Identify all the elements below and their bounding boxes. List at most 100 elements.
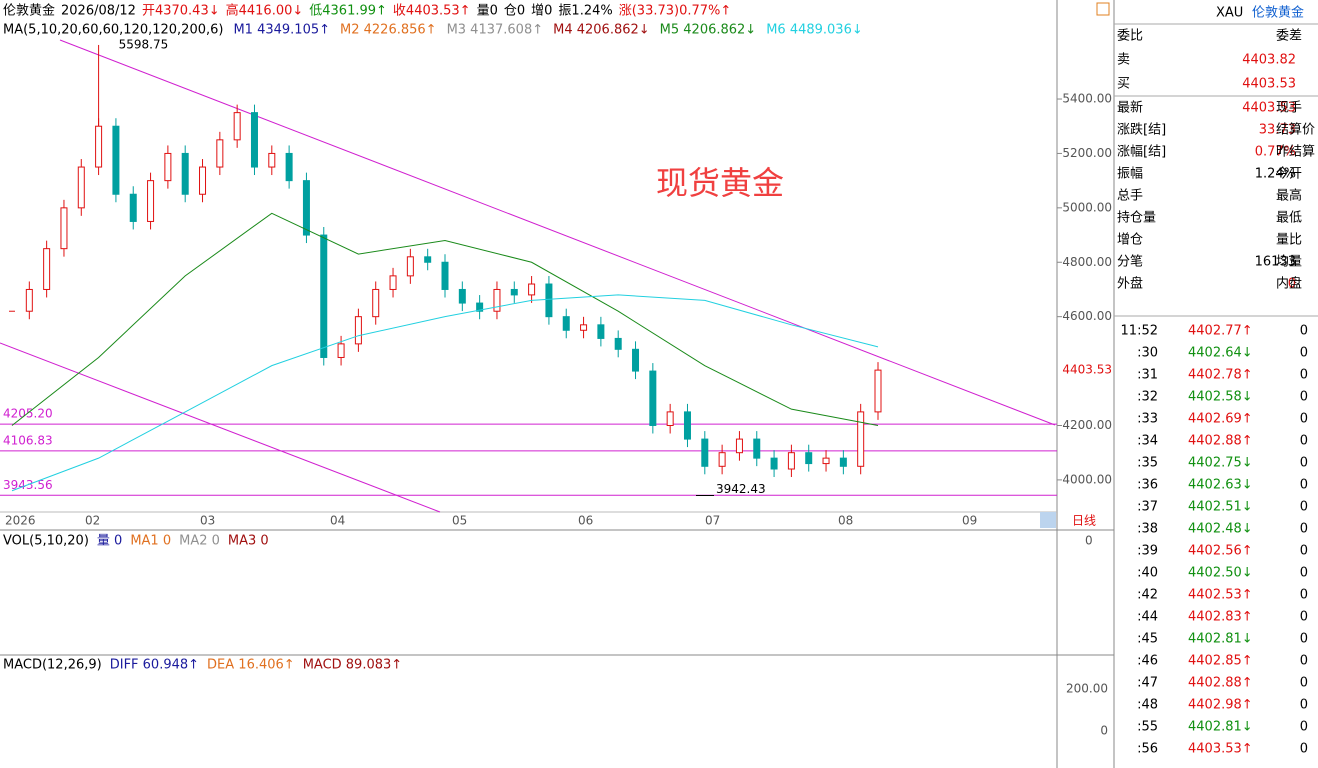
x-tick-label: 04	[330, 514, 345, 528]
trend-line	[59, 39, 1056, 426]
tick-price: 4402.85↑	[1188, 654, 1253, 669]
x-tick-label: 06	[578, 514, 593, 528]
panel-label: 今开	[1276, 166, 1302, 182]
macd-item: MACD 89.083↑	[303, 658, 402, 673]
candle-body	[805, 452, 813, 465]
panel-label: 量比	[1276, 233, 1302, 248]
toggle[interactable]	[1096, 2, 1110, 16]
panel-label: 最低	[1276, 211, 1302, 226]
ma-line	[11, 294, 879, 492]
last-price: 4403.53	[1062, 363, 1112, 377]
candle-body	[129, 193, 137, 222]
tick-time: 11:52	[1121, 324, 1158, 339]
ma-legend-item: M6 4489.036↓	[766, 23, 863, 38]
tick-volume: 0	[1300, 698, 1308, 713]
tick-time: :36	[1137, 478, 1158, 493]
candle-body	[77, 166, 85, 209]
tick-volume: 0	[1300, 720, 1308, 735]
tick-volume: 0	[1300, 478, 1308, 493]
y-tick-label: 4200.00	[1062, 418, 1112, 432]
panel-label: 持仓量	[1117, 211, 1156, 226]
tick-time: :56	[1137, 742, 1158, 757]
candle-body	[787, 452, 795, 470]
panel-label: 买	[1117, 77, 1130, 92]
scroll-box[interactable]	[1040, 512, 1056, 528]
tick-volume: 0	[1300, 544, 1308, 559]
header-field: 伦敦黄金	[3, 3, 55, 19]
y-tick-label: 4800.00	[1062, 255, 1112, 269]
candle-body	[337, 343, 345, 358]
candle-body	[580, 324, 588, 331]
tick-time: :55	[1137, 720, 1158, 735]
tick-time: :33	[1137, 412, 1158, 427]
ma-legend-item: M4 4206.862↓	[553, 23, 650, 38]
candle-body	[233, 112, 241, 141]
candle-body	[649, 370, 657, 426]
tick-price: 4402.78↑	[1188, 368, 1253, 383]
candle-body	[770, 457, 778, 470]
header-field: 2026/08/12	[61, 4, 136, 19]
tick-time: :40	[1137, 566, 1158, 581]
x-tick-label: 08	[838, 514, 853, 528]
tick-time: :39	[1137, 544, 1158, 559]
vol-title: VOL(5,10,20)	[3, 534, 89, 549]
ma-legend-item: M2 4226.856↑	[340, 23, 437, 38]
tick-price: 4402.51↓	[1188, 500, 1253, 515]
y-tick-label: 4000.00	[1062, 472, 1112, 486]
candle-body	[250, 112, 258, 168]
trend-line	[0, 342, 441, 513]
panel-value: 4403.82	[1242, 53, 1296, 68]
candle-body	[199, 166, 207, 195]
macd-item: DIFF 60.948↑	[110, 658, 199, 673]
ma-legend-item: M5 4206.862↓	[660, 23, 757, 38]
candle-body	[735, 438, 743, 454]
period-label[interactable]: 日线	[1072, 514, 1096, 528]
candle-body	[545, 283, 553, 318]
candle-body	[406, 256, 414, 277]
tick-volume: 0	[1300, 346, 1308, 361]
tick-volume: 0	[1300, 588, 1308, 603]
candle-body	[25, 288, 33, 312]
candle-body	[285, 152, 293, 182]
panel-label: 最高	[1276, 188, 1302, 204]
panel-label: 结算价	[1276, 123, 1315, 138]
ma-line	[11, 212, 879, 426]
peak-label: 5598.75	[119, 37, 169, 51]
candle-body	[701, 438, 709, 467]
tick-volume: 0	[1300, 610, 1308, 625]
header-field: 振1.24%	[558, 4, 612, 19]
ma-legend-title: MA(5,10,20,60,60,120,120,200,6)	[3, 23, 223, 38]
header-field: 开4370.43↓	[142, 4, 220, 19]
tick-volume: 0	[1300, 632, 1308, 647]
x-tick-label: 09	[962, 514, 977, 528]
tick-price: 4402.64↓	[1188, 346, 1253, 361]
panel-label: 增仓	[1117, 233, 1143, 248]
tick-time: :37	[1137, 500, 1158, 515]
candle-body	[302, 180, 310, 236]
panel-label: 内盘	[1276, 276, 1302, 292]
y-tick-label: 5000.00	[1062, 200, 1112, 214]
panel-label: 外盘	[1117, 276, 1143, 292]
tick-time: :31	[1137, 368, 1158, 383]
candle-body	[614, 337, 622, 350]
x-tick-label: 07	[705, 514, 720, 528]
header-field: 收4403.53↑	[393, 4, 471, 19]
candle-body	[632, 348, 640, 372]
candle-body	[476, 302, 484, 312]
macd-title: MACD(12,26,9)	[3, 658, 102, 673]
panel-label: 昨结算	[1276, 145, 1315, 160]
y-tick-label: 5400.00	[1062, 92, 1112, 106]
tick-volume: 0	[1300, 500, 1308, 515]
tick-time: :30	[1137, 346, 1158, 361]
panel-label: 卖	[1117, 53, 1130, 68]
candle-body	[372, 288, 380, 318]
tick-time: :32	[1137, 390, 1158, 405]
tick-price: 4402.81↓	[1188, 632, 1253, 647]
panel-value: 0.77%	[1255, 145, 1296, 160]
candle-body	[389, 275, 397, 290]
tick-price: 4402.50↓	[1188, 566, 1253, 581]
y-tick-label: 5200.00	[1062, 146, 1112, 160]
vol-axis: 0	[1085, 534, 1093, 548]
panel-value: 1.24%	[1255, 167, 1296, 182]
tick-price: 4402.69↑	[1188, 412, 1253, 427]
